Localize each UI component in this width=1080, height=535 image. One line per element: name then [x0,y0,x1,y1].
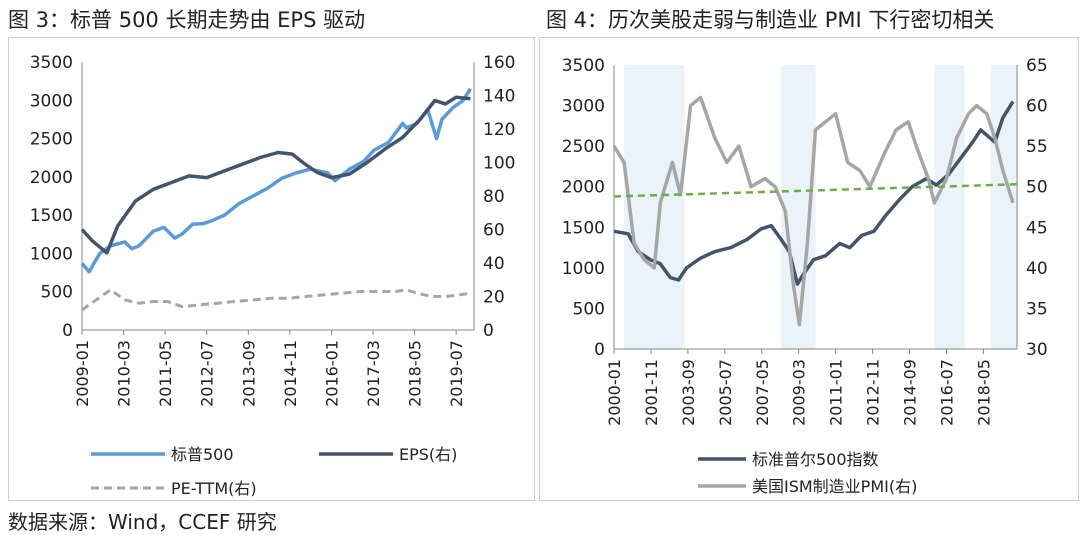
chart-panel-right: 0 500 1000 1500 2000 2500 3000 3500 30 35 40 45 50 55… [539,37,1079,501]
y-right-tick-label: 45 [1026,218,1048,238]
legend-label: 标普500 [171,445,234,464]
x-tick-label: 2018-05 [406,340,425,407]
y-right-tick-label: 40 [1026,259,1048,279]
x-tick-label: 2001-11 [642,359,661,426]
series-line-1-1 [612,95,1015,327]
y-right-tick-label: 30 [1026,340,1048,360]
chart-panel-left: 0 500 1000 1500 2000 2500 3000 3500 0 20 40 60 80 100… [8,37,535,501]
y-left-tick-label: 500 [573,299,605,319]
x-tick-label: 2011-01 [827,359,846,426]
y-left-tick-label: 3000 [562,97,605,117]
x-tick-label: 2017-03 [364,340,383,407]
x-tick-label: 2019-07 [447,340,466,407]
y-right-tick-label: 140 [483,87,515,107]
legend-label: 标准普尔500指数 [752,450,879,469]
y-left-tick-label: 2000 [30,168,73,188]
x-tick-label: 2011-05 [156,340,175,407]
y-left-tick-label: 2500 [562,137,605,157]
y-left-tick-label: 2500 [30,130,73,150]
y-left-tick-label: 3000 [30,91,73,111]
x-tick-label: 2012-07 [198,340,217,407]
x-tick-label: 2013-09 [239,340,258,407]
y-right-tick-label: 65 [1026,56,1048,76]
chart-right-svg: 0 500 1000 1500 2000 2500 3000 3500 30 35 40 45 50 55… [562,56,1048,496]
y-right-tick-label: 40 [483,254,505,274]
y-right-tick-label: 100 [483,154,515,174]
legend-label: 美国ISM制造业PMI(右) [752,477,917,496]
y-left-tick-label: 0 [594,340,605,360]
chart-left-svg: 0 500 1000 1500 2000 2500 3000 3500 0 20 40 60 80 100… [30,53,516,498]
x-tick-label: 2005-07 [716,359,735,426]
shaded-period-3 [990,65,1017,349]
y-right-tick-label: 20 [483,288,505,308]
y-right-tick-label: 160 [483,53,515,73]
shaded-period-0 [624,65,685,349]
x-tick-label: 2003-09 [679,359,698,426]
x-tick-label: 2000-01 [605,359,624,426]
y-left-tick-label: 1000 [30,244,73,264]
series-line-0-0 [80,87,472,274]
figure-3-title: 图 3：标普 500 长期走势由 EPS 驱动 [8,8,366,32]
x-tick-label: 2014-09 [901,359,920,426]
x-tick-label: 2010-03 [115,340,134,407]
x-tick-label: 2012-11 [864,359,883,426]
series-line-0-2 [81,288,471,312]
x-tick-label: 2009-03 [790,359,809,426]
y-left-tick-label: 3500 [30,53,73,73]
figure-4-title: 图 4：历次美股走弱与制造业 PMI 下行密切相关 [546,8,995,32]
series-line-0-1 [80,95,471,255]
y-right-tick-label: 60 [1026,97,1048,117]
x-tick-label: 2016-01 [322,340,341,407]
shaded-period-2 [934,65,965,349]
data-source-note: 数据来源：Wind，CCEF 研究 [8,510,277,534]
x-tick-label: 2007-05 [753,359,772,426]
y-left-tick-label: 0 [62,321,73,341]
legend-label: PE-TTM(右) [171,479,257,498]
y-right-tick-label: 55 [1026,137,1048,157]
x-tick-label: 2018-05 [974,359,993,426]
y-left-tick-label: 1000 [562,259,605,279]
y-right-tick-label: 50 [1026,178,1048,198]
y-left-tick-label: 1500 [562,218,605,238]
y-left-tick-label: 1500 [30,206,73,226]
y-right-tick-label: 80 [483,187,505,207]
y-left-tick-label: 2000 [562,178,605,198]
x-tick-label: 2009-01 [73,340,92,407]
y-right-tick-label: 0 [483,321,494,341]
y-right-tick-label: 60 [483,221,505,241]
x-tick-label: 2016-07 [937,359,956,426]
legend-label: EPS(右) [399,445,457,464]
x-tick-label: 2014-11 [281,340,300,407]
series-line-1-0 [613,100,1015,286]
y-right-tick-label: 120 [483,120,515,140]
y-right-tick-label: 35 [1026,299,1048,319]
y-left-tick-label: 500 [41,283,73,303]
y-left-tick-label: 3500 [562,56,605,76]
